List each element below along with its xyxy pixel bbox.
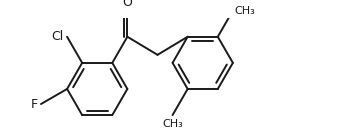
Text: CH₃: CH₃ [162, 119, 183, 129]
Text: F: F [31, 98, 38, 111]
Text: Cl: Cl [52, 30, 64, 43]
Text: CH₃: CH₃ [235, 6, 256, 16]
Text: O: O [122, 0, 132, 9]
